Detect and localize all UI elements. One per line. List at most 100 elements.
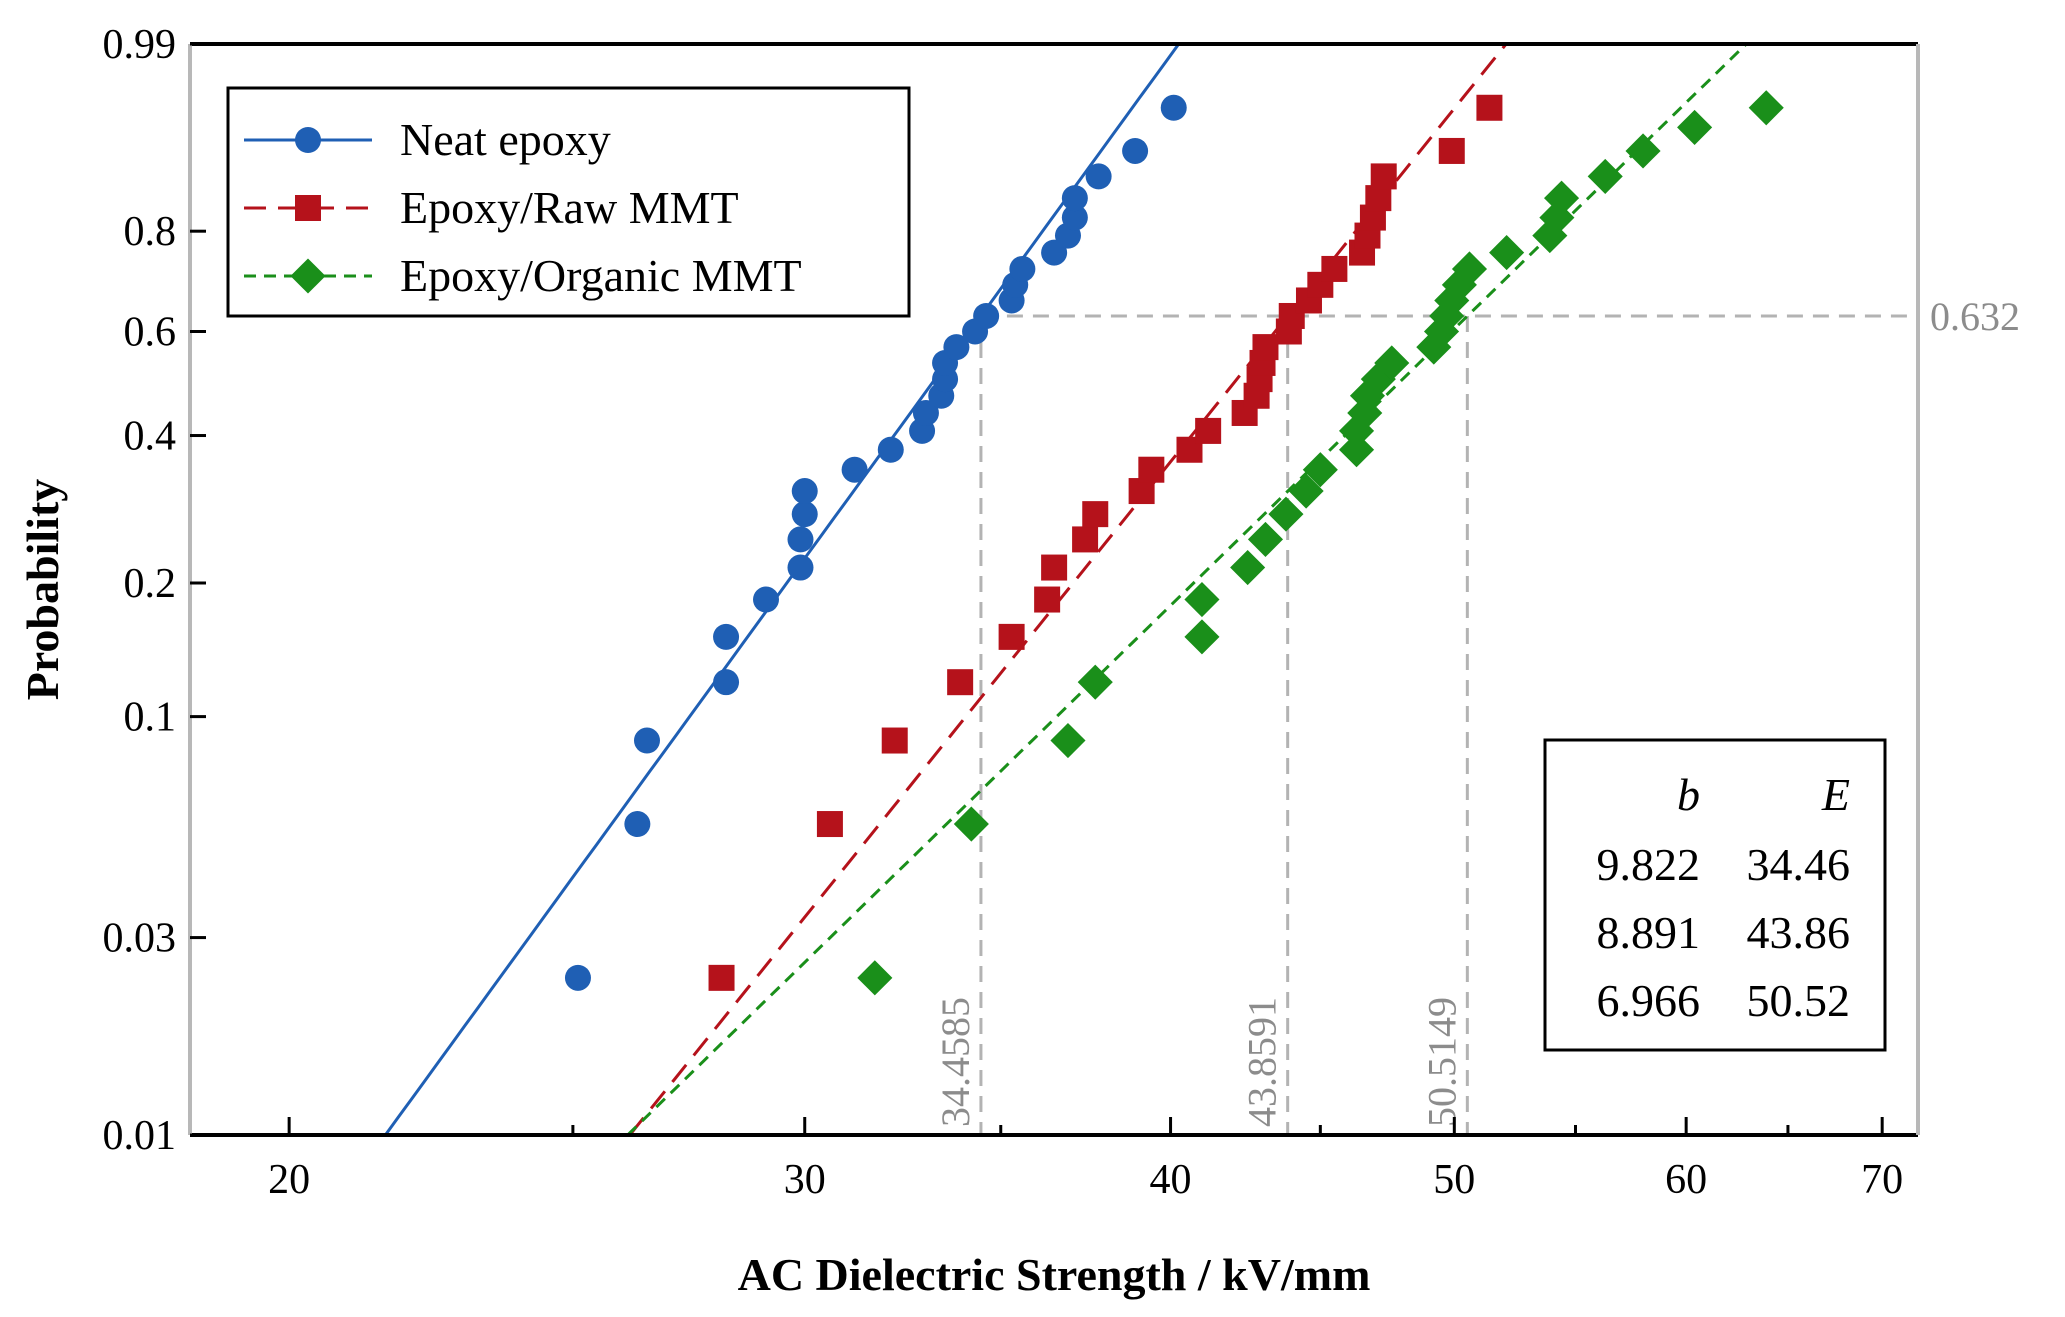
marker-diamond [1489,235,1525,271]
marker-circle [841,456,868,483]
y-axis-ticks: 0.99 0.8 0.6 0.4 0.2 0.1 0.03 0.01 [103,22,206,1159]
y-axis-title: Probability [17,479,68,701]
y-tick-label: 0.03 [103,916,177,962]
marker-circle [787,526,814,553]
marker-circle [1122,137,1149,164]
marker-square [881,727,908,754]
marker-circle [1009,255,1036,282]
marker-square [1252,334,1279,361]
marker-square [816,811,843,838]
marker-square [1072,526,1099,553]
marker-square [1365,185,1392,212]
marker-diamond [1416,329,1452,365]
table-cell-b-1: 9.822 [1597,839,1701,890]
marker-square [295,195,321,221]
marker-square [1438,137,1465,164]
marker-circle [1085,163,1112,190]
x-axis-title: AC Dielectric Strength / kV/mm [738,1249,1371,1300]
marker-diamond [1302,452,1338,488]
y-tick-label: 0.99 [103,22,177,68]
marker-square [1082,501,1109,528]
marker-diamond [1544,180,1580,216]
marker-circle [564,964,591,991]
table-cell-e-2: 43.86 [1747,907,1851,958]
marker-diamond [1077,664,1113,700]
marker-diamond [1050,722,1086,759]
marker-square [1370,163,1397,190]
marker-diamond [1288,473,1324,509]
marker-diamond [1748,90,1784,126]
reference-lines: 0.632 34.4585 43.8591 50.5149 [933,294,2020,1135]
x-tick-label: 60 [1665,1157,1707,1203]
marker-circle [912,399,939,426]
marker-square [998,623,1025,650]
marker-circle [295,127,321,153]
table-header-b: b [1677,769,1700,820]
marker-diamond [857,960,893,996]
marker-square [1138,456,1165,483]
reference-label-0632: 0.632 [1930,294,2020,339]
table-cell-e-3: 50.52 [1747,975,1851,1026]
marker-circle [877,436,904,463]
reference-label-vertical: 43.8591 [1240,997,1285,1127]
marker-circle [943,334,970,361]
x-tick-label: 40 [1150,1157,1192,1203]
marker-diamond [1374,345,1410,381]
marker-diamond [1184,619,1220,655]
marker-circle [624,811,651,838]
marker-diamond [1587,158,1623,194]
x-axis-ticks: 20 30 40 50 60 70 [268,1117,1903,1203]
marker-square [1034,586,1061,613]
marker-circle [1061,204,1088,231]
reference-label-vertical: 50.5149 [1419,997,1464,1127]
marker-diamond [1349,378,1386,414]
marker-square [1476,94,1503,121]
legend: Neat epoxy Epoxy/Raw MMT Epoxy/Organic MMT [226,86,911,318]
marker-diamond [1338,432,1375,468]
x-tick-label: 20 [268,1157,310,1203]
x-tick-label: 70 [1861,1157,1903,1203]
x-tick-label: 50 [1433,1157,1475,1203]
marker-circle [753,586,780,613]
marker-diamond [1230,550,1266,586]
marker-circle [1061,185,1088,212]
parameter-table-box [1543,738,1887,1052]
y-tick-label: 0.2 [124,561,177,607]
marker-square [947,669,974,696]
table-cell-b-2: 8.891 [1597,907,1701,958]
marker-diamond [953,806,989,842]
table-cell-e-1: 34.46 [1747,839,1851,890]
marker-square [708,964,735,991]
legend-label-1: Epoxy/Raw MMT [400,182,739,233]
marker-square [1195,417,1222,444]
marker-diamond [1677,109,1713,145]
y-tick-label: 0.8 [124,209,177,255]
marker-diamond [1184,581,1220,618]
marker-square [1041,554,1068,581]
data-markers [564,90,1784,996]
marker-diamond [1429,298,1465,334]
legend-label-0: Neat epoxy [400,114,611,165]
y-tick-label: 0.01 [103,1113,177,1159]
y-tick-label: 0.4 [124,414,177,460]
marker-diamond [1451,251,1488,287]
marker-circle [787,554,814,581]
fit-line-0 [384,43,1180,1136]
marker-circle [791,478,818,505]
marker-square [1321,255,1348,282]
marker-diamond [1625,133,1661,169]
y-tick-label: 0.6 [124,309,177,355]
marker-circle [713,623,740,650]
marker-circle [713,669,740,696]
marker-diamond [1268,496,1304,532]
y-tick-label: 0.1 [124,695,177,741]
marker-circle [1160,94,1187,121]
reference-label-vertical: 34.4585 [933,997,978,1127]
marker-circle [791,501,818,528]
table-header-e: E [1821,769,1850,820]
x-tick-label: 30 [784,1157,826,1203]
marker-diamond [1247,521,1284,557]
marker-circle [973,302,1000,329]
